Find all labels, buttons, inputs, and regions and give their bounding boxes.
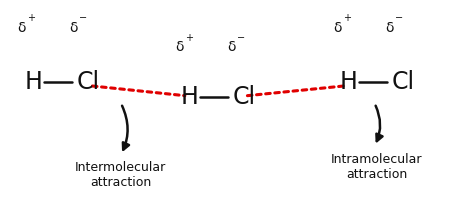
Text: δ: δ bbox=[385, 21, 394, 35]
Text: −: − bbox=[79, 13, 87, 23]
Text: +: + bbox=[27, 13, 35, 23]
Text: +: + bbox=[185, 33, 192, 43]
Text: Cl: Cl bbox=[392, 70, 414, 94]
Text: Intermolecular
attraction: Intermolecular attraction bbox=[75, 161, 166, 189]
Text: δ: δ bbox=[17, 21, 26, 35]
Text: Cl: Cl bbox=[76, 70, 99, 94]
Text: H: H bbox=[24, 70, 42, 94]
Text: H: H bbox=[181, 85, 199, 109]
Text: H: H bbox=[339, 70, 357, 94]
Text: −: − bbox=[395, 13, 403, 23]
Text: δ: δ bbox=[175, 40, 183, 54]
Text: δ: δ bbox=[227, 40, 236, 54]
Text: +: + bbox=[343, 13, 351, 23]
Text: −: − bbox=[237, 33, 245, 43]
Text: δ: δ bbox=[333, 21, 342, 35]
Text: δ: δ bbox=[69, 21, 78, 35]
Text: Cl: Cl bbox=[233, 85, 255, 109]
Text: Intramolecular
attraction: Intramolecular attraction bbox=[331, 153, 423, 181]
